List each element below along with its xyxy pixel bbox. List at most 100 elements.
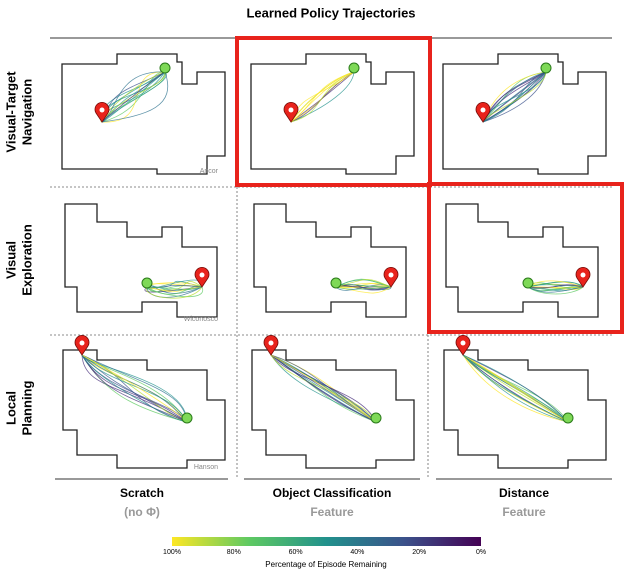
trajectory	[81, 354, 188, 423]
colorbar-tick-label: 100%	[163, 549, 181, 556]
start-marker	[562, 412, 574, 424]
floor-plan	[62, 349, 226, 469]
row-label: Visual	[3, 241, 18, 279]
column-subtitle: Feature	[310, 505, 354, 519]
trajectory	[462, 354, 569, 423]
floor-plan	[443, 349, 607, 469]
start-marker	[141, 277, 153, 289]
goal-marker-dot	[388, 272, 394, 278]
start-marker	[540, 62, 552, 74]
trajectory	[270, 354, 377, 423]
trajectory	[462, 354, 569, 423]
start-marker	[159, 62, 171, 74]
highlight-box	[235, 36, 432, 187]
trajectory	[146, 286, 203, 298]
colorbar-tick-label: 40%	[350, 549, 364, 556]
trajectory	[335, 284, 392, 290]
start-marker	[348, 62, 360, 74]
floor-plan	[61, 53, 226, 175]
trajectory	[462, 354, 569, 423]
trajectory	[482, 71, 547, 123]
trajectory	[145, 286, 203, 299]
row-label: Navigation	[19, 79, 34, 146]
trajectory-panel	[250, 53, 415, 175]
trajectory	[482, 71, 547, 123]
row-label: Planning	[19, 380, 34, 435]
trajectory	[146, 286, 203, 293]
floor-plan	[445, 203, 599, 318]
trajectory-panel	[62, 334, 226, 469]
goal-marker-dot	[288, 107, 294, 113]
colorbar-tick-label: 0%	[476, 549, 486, 556]
trajectory	[527, 284, 584, 288]
start-marker	[370, 412, 382, 424]
trajectory	[81, 354, 188, 423]
goal-marker-dot	[580, 272, 586, 278]
environment-name: Wiconosco	[184, 316, 218, 323]
environment-name: Hanson	[194, 464, 218, 471]
trajectory	[81, 354, 188, 423]
trajectory	[462, 354, 569, 423]
column-subtitle: Feature	[502, 505, 546, 519]
floor-plan	[251, 349, 415, 469]
goal-marker-dot	[79, 340, 85, 346]
trajectory-panel	[445, 203, 599, 318]
highlight-box	[427, 182, 624, 334]
trajectory	[290, 71, 355, 123]
trajectory	[81, 354, 188, 423]
column-subtitle: (no Φ)	[124, 505, 160, 519]
trajectory	[335, 279, 392, 288]
column-title: Distance	[499, 486, 549, 500]
trajectory	[146, 286, 203, 290]
trajectory	[101, 71, 166, 123]
start-marker	[330, 277, 342, 289]
trajectory	[270, 354, 377, 423]
colorbar	[172, 537, 481, 546]
row-label: Exploration	[19, 224, 34, 296]
environment-name: Ancor	[200, 168, 219, 175]
column-title: Object Classification	[273, 486, 392, 500]
trajectory	[290, 71, 355, 123]
row-label: Local	[3, 391, 18, 425]
trajectory	[290, 71, 355, 123]
colorbar-tick-label: 80%	[227, 549, 241, 556]
trajectory	[462, 354, 569, 423]
floor-plan	[64, 203, 218, 318]
trajectory-panel	[442, 53, 607, 175]
trajectory	[290, 71, 355, 123]
trajectory-panel	[64, 203, 218, 318]
goal-marker-dot	[460, 340, 466, 346]
colorbar-label: Percentage of Episode Remaining	[265, 560, 386, 569]
trajectory	[270, 354, 377, 423]
colorbar-tick-label: 60%	[289, 549, 303, 556]
trajectory	[462, 354, 569, 423]
trajectory	[527, 281, 584, 288]
trajectory-panel	[61, 53, 226, 175]
row-label: Visual-Target	[3, 71, 18, 153]
trajectory	[81, 354, 188, 423]
start-marker	[181, 412, 193, 424]
goal-marker-dot	[199, 272, 205, 278]
trajectory	[101, 71, 169, 123]
trajectory	[482, 71, 547, 123]
floor-plan	[250, 53, 415, 175]
trajectory	[527, 286, 584, 290]
trajectory	[270, 354, 377, 423]
colorbar-tick-label: 20%	[412, 549, 426, 556]
trajectory	[146, 285, 203, 295]
trajectory-panel	[251, 334, 415, 469]
floor-plan	[442, 53, 607, 175]
start-marker	[522, 277, 534, 289]
floor-plan	[253, 203, 407, 318]
trajectory-panel	[253, 203, 407, 318]
trajectory	[101, 71, 166, 123]
trajectory	[101, 71, 166, 123]
goal-marker-dot	[480, 107, 486, 113]
goal-marker-dot	[99, 107, 105, 113]
trajectory	[527, 286, 584, 293]
column-title: Scratch	[120, 486, 164, 500]
trajectory	[81, 354, 188, 423]
figure-title: Learned Policy Trajectories	[246, 5, 415, 20]
trajectory-panel	[443, 334, 607, 469]
